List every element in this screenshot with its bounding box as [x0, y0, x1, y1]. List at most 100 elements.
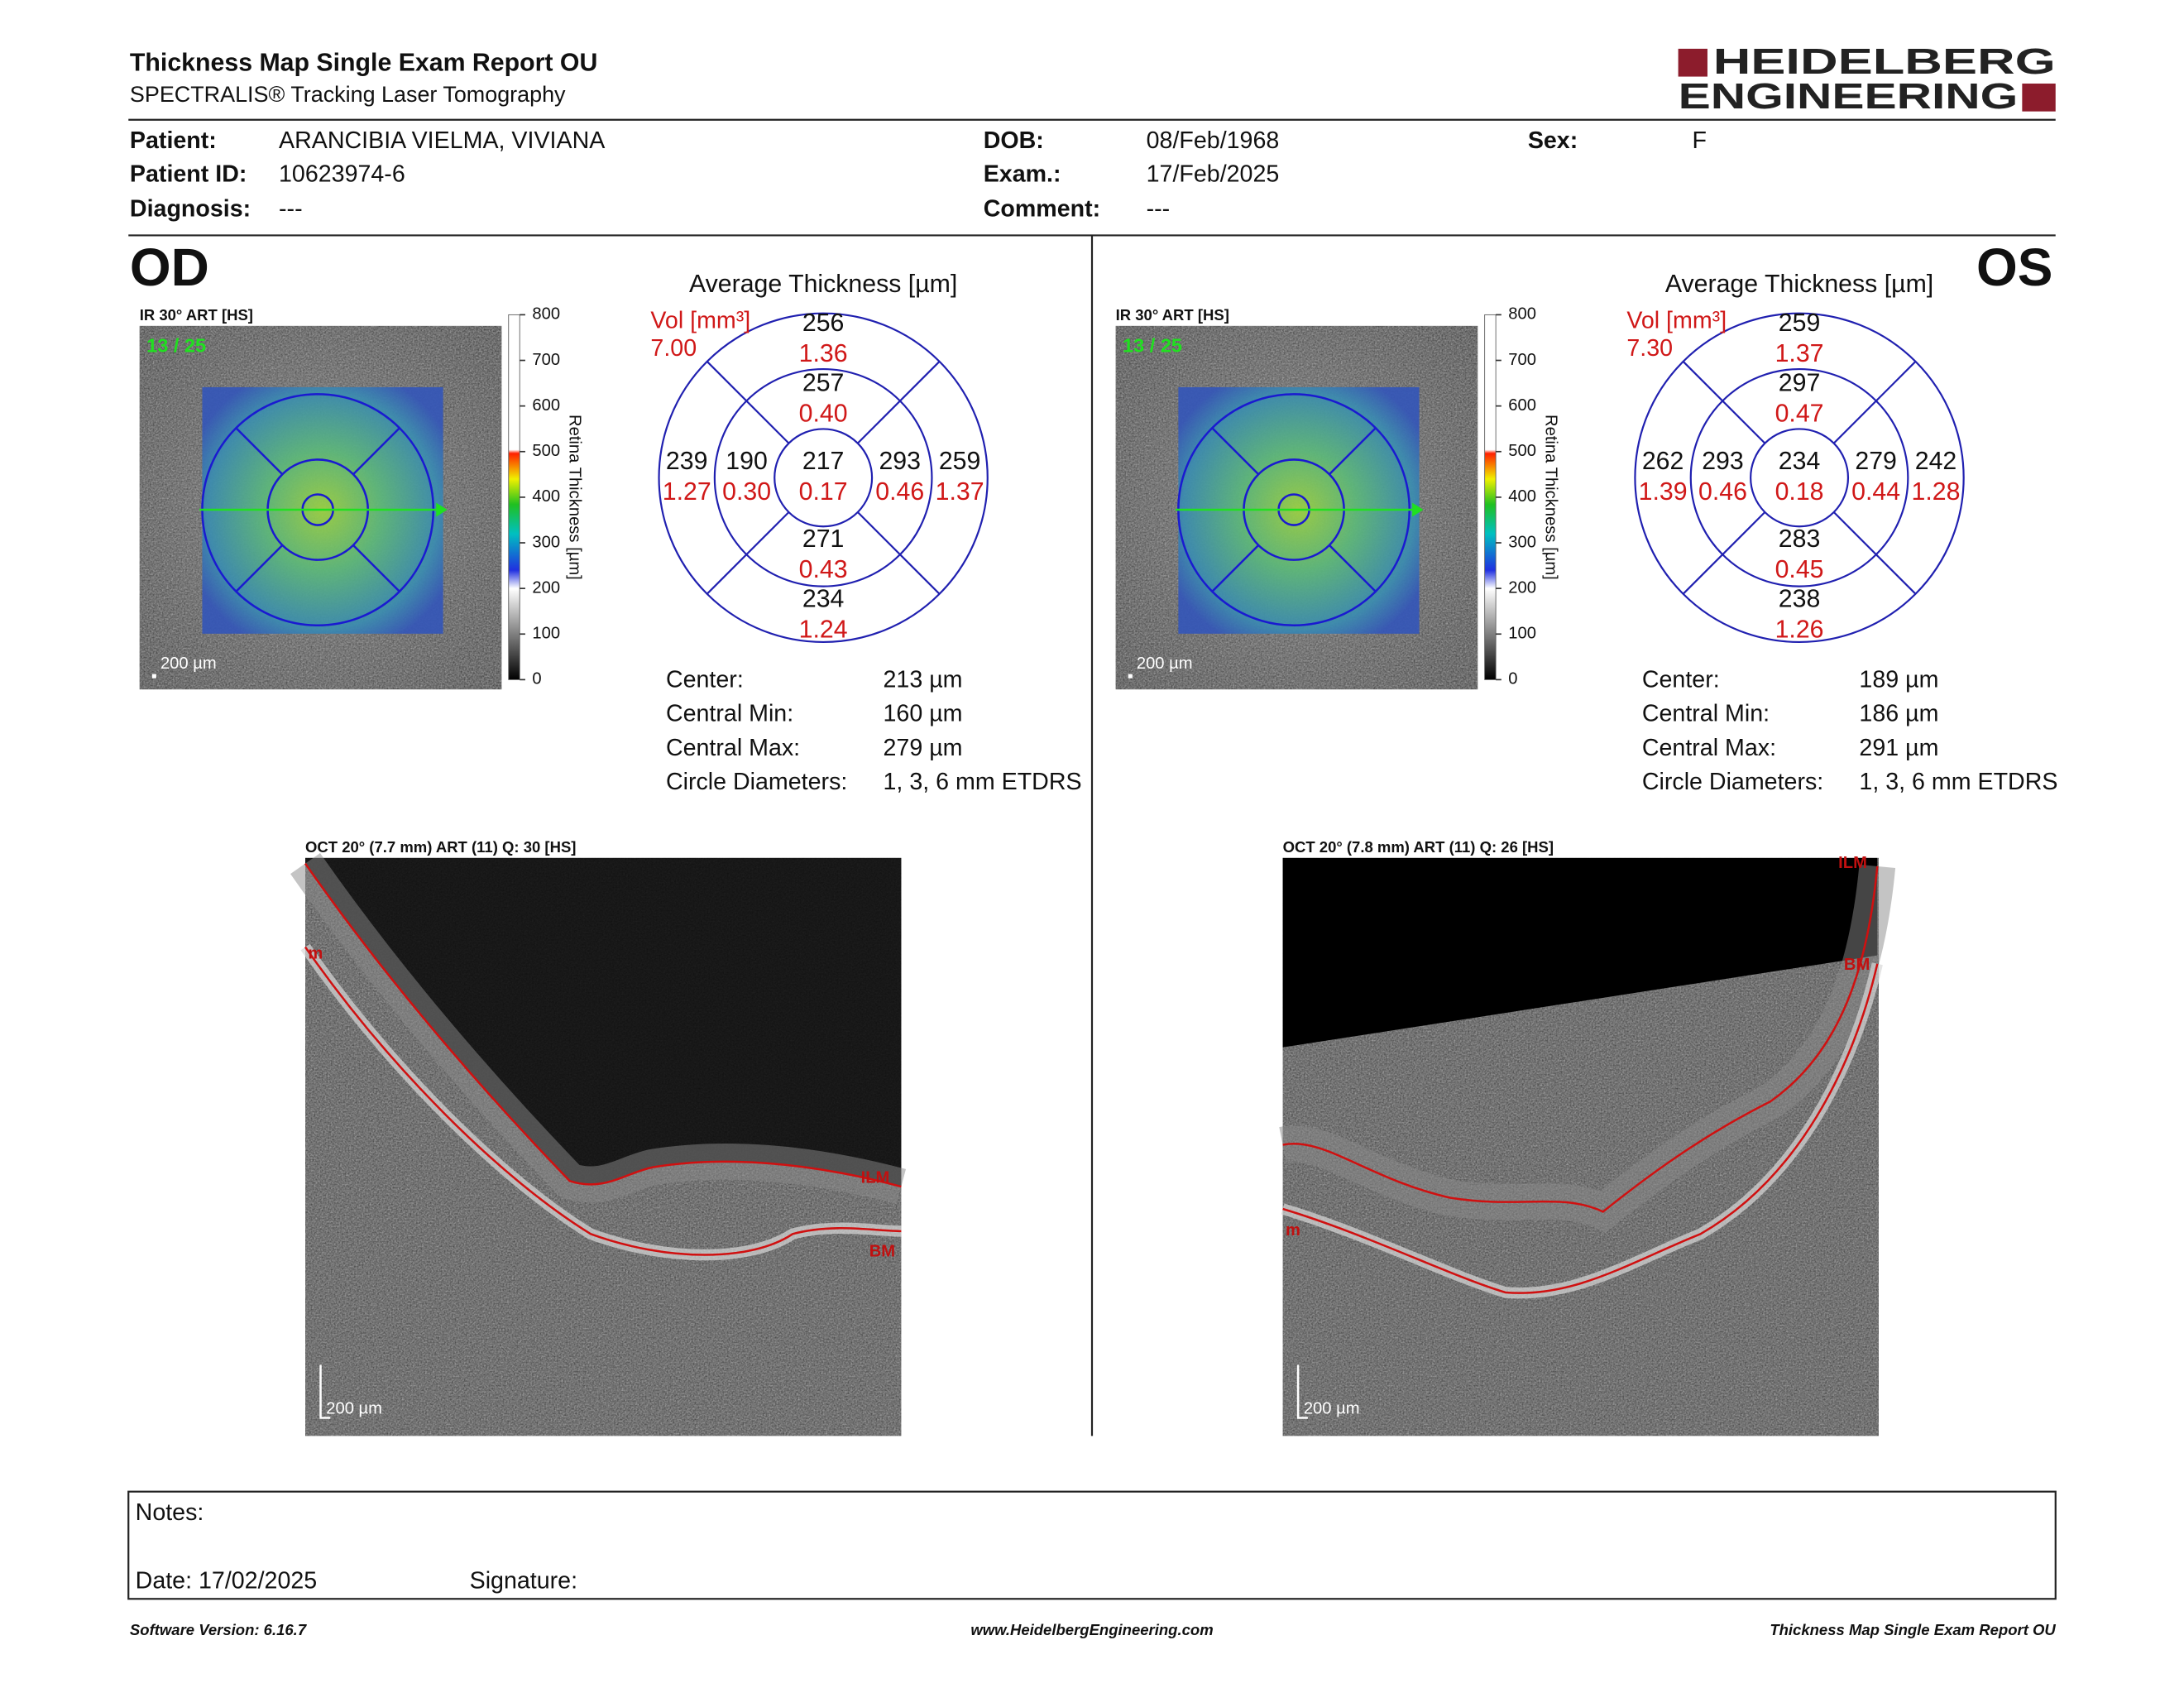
- etdrs-spoke: [856, 511, 941, 595]
- oct-scale-label: 200 µm: [326, 1400, 382, 1418]
- patient-value: ARANCIBIA VIELMA, VIVIANA: [279, 127, 606, 154]
- average-title: Average Thickness [µm]: [689, 271, 957, 298]
- sector-thickness: 239: [666, 448, 708, 475]
- stat-value: 1, 3, 6 mm ETDRS: [1859, 769, 2057, 795]
- etdrs-spoke: [235, 544, 284, 592]
- colorbar-label: 800: [1508, 305, 1536, 324]
- layer-label: m: [308, 944, 323, 962]
- scan-arrow: [1412, 502, 1424, 517]
- etdrs-ring: [774, 428, 874, 528]
- average-title: Average Thickness [µm]: [1665, 271, 1933, 298]
- logo-square: [1678, 48, 1707, 77]
- sector-volume: 0.43: [799, 556, 848, 583]
- sector-volume: 0.44: [1851, 478, 1900, 506]
- oct-label: OCT 20° (7.8 mm) ART (11) Q: 26 [HS]: [1283, 838, 1554, 856]
- stat-value: 160 µm: [884, 701, 963, 727]
- etdrs-spoke: [1832, 361, 1917, 444]
- oct-scale-bar: [1296, 1364, 1308, 1419]
- etdrs-spoke: [352, 544, 400, 592]
- stat-label: Center:: [1642, 667, 1720, 693]
- sector-thickness: 217: [802, 448, 845, 475]
- etdrs-ring: [1750, 428, 1850, 528]
- footer-right: Thickness Map Single Exam Report OU: [1770, 1621, 2056, 1638]
- ilm-line: [304, 862, 902, 1188]
- patient-label: Comment:: [984, 196, 1100, 223]
- colorbar-label: 700: [1508, 351, 1536, 369]
- patient-value: 17/Feb/2025: [1147, 161, 1280, 188]
- vitreous: [305, 857, 902, 1187]
- report-subtitle: SPECTRALIS® Tracking Laser Tomography: [130, 82, 566, 107]
- sector-volume: 1.28: [1912, 478, 1961, 506]
- patient-value: F: [1692, 127, 1706, 154]
- etdrs-ring: [713, 367, 933, 587]
- sector-thickness: 238: [1779, 585, 1821, 612]
- layer-label: m: [1286, 1221, 1300, 1240]
- etdrs-spoke: [1832, 511, 1917, 595]
- colorbar-label: 500: [532, 442, 560, 460]
- scale-label: 200 µm: [1137, 655, 1193, 673]
- etdrs-spoke: [1211, 427, 1260, 476]
- sector-volume: 0.46: [875, 478, 924, 506]
- colorbar-label: 300: [532, 533, 560, 551]
- patient-value: ---: [1147, 196, 1171, 223]
- colorbar-label: 400: [1508, 487, 1536, 506]
- etdrs-ring: [1634, 312, 1965, 644]
- sector-thickness: 259: [1779, 309, 1821, 337]
- logo-text: ENGINEERING: [1679, 76, 2019, 117]
- oct-blank: [1282, 857, 1878, 1048]
- stat-value: 291 µm: [1859, 735, 1938, 761]
- ilm-line: [1282, 866, 1879, 1213]
- etdrs-spoke: [856, 361, 941, 444]
- sector-volume: 1.36: [799, 340, 848, 367]
- stat-label: Central Max:: [666, 735, 800, 761]
- sector-thickness: 262: [1642, 448, 1684, 475]
- patient-label: Diagnosis:: [130, 196, 251, 223]
- sector-volume: 1.37: [936, 478, 984, 506]
- sector-volume: 0.30: [722, 478, 771, 506]
- sector-thickness: 259: [939, 448, 981, 475]
- colorbar: [1484, 314, 1497, 680]
- patient-value: 08/Feb/1968: [1147, 127, 1280, 154]
- colorbar-label: 700: [532, 351, 560, 369]
- frame-count: 13 / 25: [1123, 334, 1182, 356]
- colorbar-label: 800: [532, 305, 560, 324]
- colorbar-label: 0: [532, 670, 541, 688]
- sector-volume: 0.18: [1775, 478, 1824, 506]
- sector-thickness: 293: [1702, 448, 1744, 475]
- colorbar-label: 100: [532, 625, 560, 643]
- ir-label: IR 30° ART [HS]: [140, 306, 253, 324]
- patient-label: Patient ID:: [130, 161, 247, 188]
- etdrs-spoke: [1211, 544, 1260, 592]
- layer-label: BM: [869, 1242, 895, 1260]
- logo-square: [2022, 83, 2056, 112]
- stat-label: Center:: [666, 667, 744, 693]
- colorbar-title: Retina Thickness [µm]: [1541, 415, 1559, 580]
- colorbar-label: 200: [1508, 578, 1536, 597]
- sector-thickness: 283: [1779, 525, 1821, 553]
- etdrs-ring: [1689, 367, 1909, 587]
- volume-label: Vol [mm³]: [650, 307, 750, 333]
- patient-label: DOB:: [984, 127, 1044, 154]
- scan-arrow: [436, 502, 448, 517]
- etdrs-spoke: [235, 427, 284, 476]
- frame-count: 13 / 25: [146, 334, 206, 356]
- colorbar-label: 0: [1508, 670, 1517, 688]
- notes-signature: Signature:: [470, 1568, 577, 1594]
- stat-label: Central Max:: [1642, 735, 1776, 761]
- report-title: Thickness Map Single Exam Report OU: [130, 49, 597, 76]
- sector-thickness: 234: [1779, 448, 1821, 475]
- eye-panel: OD IR 30° ART [HS] 13 / 25 200 µm 800 700 600 5…: [130, 237, 1082, 1436]
- sector-volume: 0.45: [1775, 556, 1824, 583]
- sector-thickness: 190: [726, 448, 768, 475]
- sector-volume: 1.39: [1639, 478, 1688, 506]
- sector-volume: 1.26: [1775, 616, 1824, 643]
- footer-left: Software Version: 6.16.7: [130, 1621, 308, 1638]
- sector-volume: 0.17: [799, 478, 848, 506]
- scale-bar: [151, 674, 156, 679]
- eye-label: OD: [130, 237, 209, 297]
- eye-label: OS: [1976, 237, 2052, 297]
- scale-label: 200 µm: [160, 655, 217, 673]
- stat-label: Central Min:: [666, 701, 793, 727]
